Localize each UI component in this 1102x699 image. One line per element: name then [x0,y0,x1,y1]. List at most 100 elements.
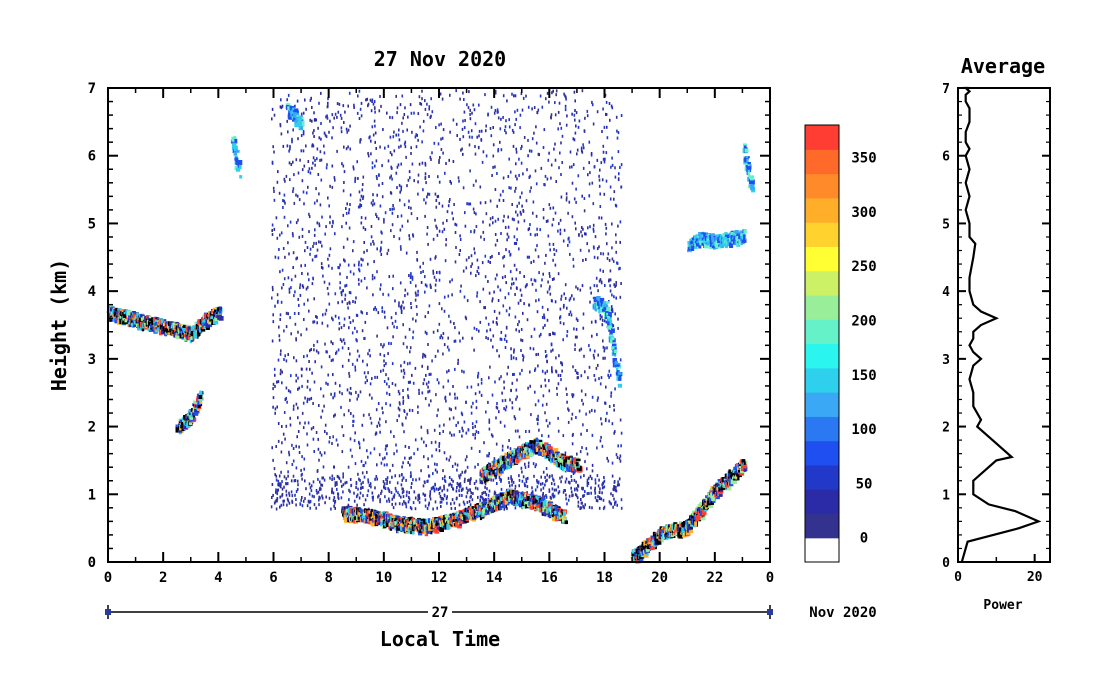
heatmap-cell [387,352,389,356]
heatmap-cell [504,128,506,132]
heatmap-cell [393,452,395,456]
heatmap-cell [436,522,440,525]
heatmap-cell [334,178,336,182]
heatmap-cell [545,419,548,423]
heatmap-cell [596,284,598,288]
heatmap-cell [558,222,560,226]
heatmap-cell [452,118,455,122]
heatmap-cell [511,277,514,281]
heatmap-cell [603,160,606,164]
heatmap-cell [529,498,533,501]
heatmap-cell [325,495,327,499]
heatmap-cell [504,408,507,412]
heatmap-cell [446,523,451,530]
heatmap-cell [559,515,562,520]
heatmap-cell [426,102,428,106]
heatmap-cell [282,503,285,507]
heatmap-cell [427,465,430,469]
heatmap-cell [466,491,469,495]
heatmap-cell [281,286,283,290]
heatmap-cell [354,180,356,183]
heatmap-cell [466,500,469,504]
heatmap-cell [587,376,589,380]
heatmap-cell [576,496,579,500]
heatmap-cell [394,486,397,490]
heatmap-cell [421,140,423,144]
heatmap-cell [411,528,415,535]
heatmap-cell [428,372,431,376]
heatmap-cell [423,440,425,444]
heatmap-cell [500,117,502,121]
heatmap-cell [342,164,345,168]
heatmap-cell [376,334,378,338]
heatmap-cell [424,275,426,279]
heatmap-cell [474,465,476,469]
heatmap-cell [389,208,391,211]
heatmap-cell [404,456,406,460]
heatmap-cell [611,246,613,250]
heatmap-cell [300,498,302,502]
heatmap-cell [295,373,297,377]
heatmap-cell [573,197,576,201]
heatmap-cell [304,263,306,267]
heatmap-cell [300,468,302,472]
heatmap-cell [367,455,369,459]
heatmap-cell [410,485,412,489]
heatmap-cell [343,181,345,184]
heatmap-cell [383,482,386,486]
heatmap-cell [450,408,452,412]
heatmap-cell [355,296,357,300]
heatmap-cell [373,447,376,451]
heatmap-cell [281,268,284,272]
heatmap-cell [480,129,483,133]
heatmap-cell [358,496,361,500]
heatmap-cell [596,333,598,337]
heatmap-cell [541,316,544,319]
heatmap-cell [610,308,613,312]
heatmap-cell [368,484,371,487]
heatmap-cell [595,499,598,502]
heatmap-cell [319,203,322,207]
heatmap-cell [337,348,340,352]
heatmap-cell [492,143,495,147]
heatmap-cell [379,517,385,520]
heatmap-cell [386,479,388,483]
heatmap-cell [613,486,615,490]
heatmap-cell [429,155,432,159]
heatmap-cell [358,89,361,93]
heatmap-cell [307,185,309,189]
heatmap-cell [297,218,299,222]
heatmap-cell [480,393,483,397]
heatmap-cell [292,128,294,132]
heatmap-cell [528,227,531,231]
heatmap-cell [595,276,598,280]
heatmap-cell [380,518,383,523]
heatmap-cell [416,133,418,137]
heatmap-cell [588,505,591,509]
heatmap-cell [479,495,482,499]
heatmap-cell [461,494,463,497]
heatmap-cell [505,281,507,285]
heatmap-cell [334,506,336,510]
heatmap-cell [349,508,352,514]
heatmap-cell [447,204,450,208]
heatmap-cell [420,469,422,473]
heatmap-cell [370,485,372,489]
heatmap-cell [520,147,522,151]
heatmap-cell [380,253,383,256]
heatmap-cell [598,506,601,510]
heatmap-cell [538,298,540,302]
heatmap-cell [446,495,448,499]
heatmap-cell [504,226,507,229]
heatmap-cell [334,413,336,417]
heatmap-cell [581,446,583,450]
heatmap-cell [448,348,450,352]
heatmap-cell [452,479,454,483]
heatmap-cell [380,230,382,234]
heatmap-cell [323,451,326,455]
heatmap-cell [442,151,444,155]
heatmap-cell [548,151,550,155]
heatmap-cell [554,505,557,511]
heatmap-cell [428,528,431,534]
heatmap-cell [456,134,458,137]
